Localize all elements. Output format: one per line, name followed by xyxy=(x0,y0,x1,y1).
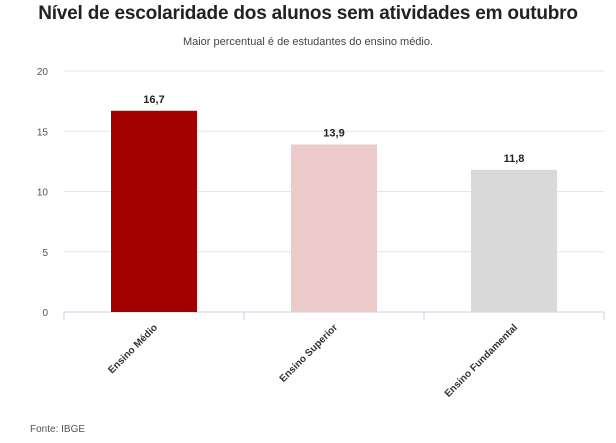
bar xyxy=(471,169,557,312)
data-label: 11,8 xyxy=(504,153,525,165)
x-tick-label: Ensino Fundamental xyxy=(443,322,520,399)
data-label: 16,7 xyxy=(143,94,164,106)
chart-title: Nível de escolaridade dos alunos sem ati… xyxy=(38,3,578,24)
x-tick-label: Ensino Superior xyxy=(278,322,340,384)
y-tick-label: 15 xyxy=(37,127,49,138)
chart-subtitle: Maior percentual é de estudantes do ensi… xyxy=(182,36,434,48)
source-note: Fonte: IBGE xyxy=(30,424,86,435)
bar xyxy=(111,110,197,312)
data-label: 13,9 xyxy=(323,128,344,140)
bar xyxy=(291,144,377,312)
y-tick-label: 10 xyxy=(37,188,49,199)
y-tick-label: 20 xyxy=(37,67,49,78)
y-tick-label: 0 xyxy=(42,308,48,319)
x-tick-label: Ensino Médio xyxy=(106,322,160,376)
y-tick-label: 5 xyxy=(42,248,48,259)
